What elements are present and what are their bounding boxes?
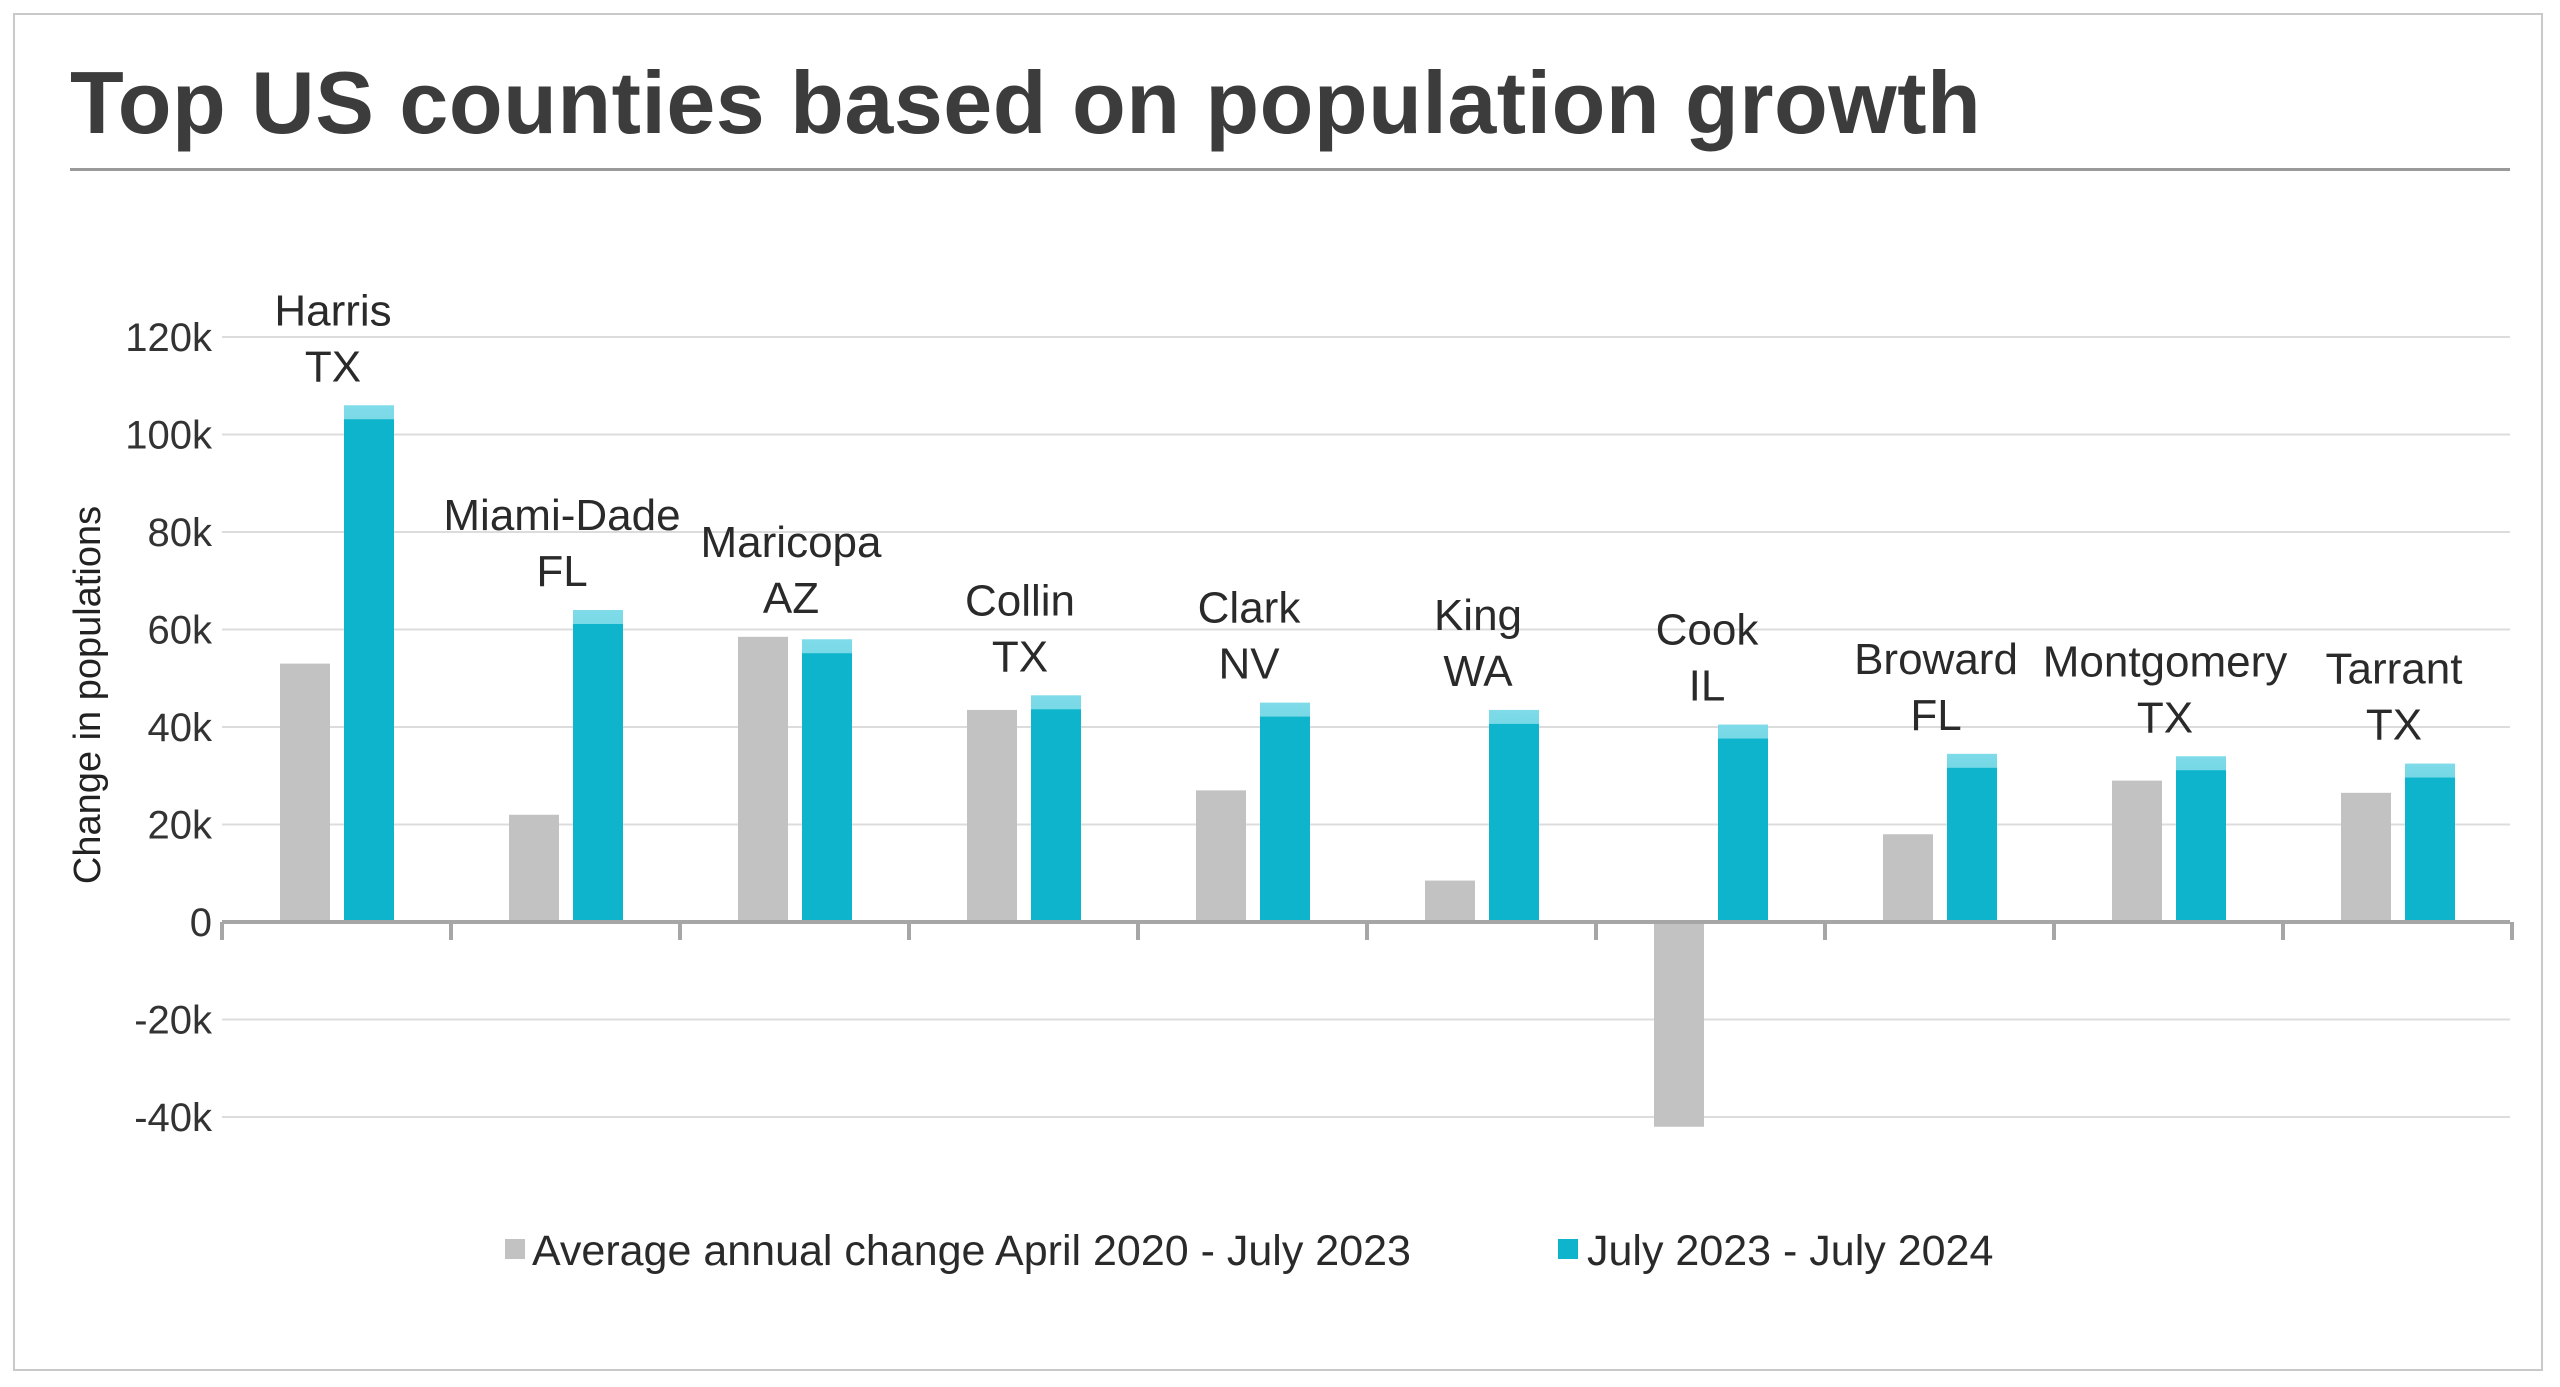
legend-swatch-july-2023-2024: [1558, 1239, 1578, 1259]
county-state-label: TX: [305, 342, 361, 391]
county-name-label: Montgomery: [2043, 637, 2288, 686]
y-axis-ticks: 120k 100k 80k 60k 40k 20k 0 -20k -40k: [125, 316, 213, 1140]
y-tick-label: -20k: [134, 999, 213, 1043]
bars: [280, 405, 2455, 1127]
county-state-label: FL: [1910, 691, 1961, 740]
county-name-label: Harris: [274, 286, 391, 335]
y-tick-label: 120k: [125, 316, 213, 360]
title-divider: [70, 168, 2510, 171]
bar-july-2023-2024-body: [802, 653, 852, 922]
bar-july-2023-2024-body: [1031, 709, 1081, 922]
y-tick-label: -40k: [134, 1096, 213, 1140]
bar-july-2023-2024-body: [1947, 767, 1997, 922]
x-axis: [220, 920, 2514, 940]
bar-average-annual-change: [1654, 922, 1704, 1127]
county-name-label: Broward: [1854, 635, 2018, 684]
county-state-label: IL: [1689, 662, 1726, 711]
chart-frame: [13, 13, 2543, 1371]
bar-average-annual-change: [967, 709, 1017, 922]
bar-july-2023-2024-body: [1489, 723, 1539, 922]
bar-average-annual-change: [280, 663, 330, 922]
bar-average-annual-change: [1883, 834, 1933, 922]
bar-average-annual-change: [509, 814, 559, 922]
county-name-label: Cook: [1656, 606, 1760, 655]
county-name-label: King: [1434, 591, 1522, 640]
county-state-label: NV: [1218, 640, 1280, 689]
county-name-label: Miami-Dade: [443, 491, 680, 540]
bar-average-annual-change: [2341, 792, 2391, 922]
bar-average-annual-change: [1425, 880, 1475, 922]
county-state-label: WA: [1443, 647, 1513, 696]
legend-label-july-2023-2024: July 2023 - July 2024: [1587, 1227, 1993, 1275]
county-name-label: Collin: [965, 576, 1075, 625]
y-tick-label: 20k: [148, 804, 213, 848]
bar-july-2023-2024-body: [573, 624, 623, 922]
chart-title: Top US counties based on population grow…: [70, 53, 1982, 152]
county-state-label: FL: [536, 547, 587, 596]
county-name-label: Clark: [1198, 584, 1302, 633]
county-state-label: TX: [2137, 693, 2193, 742]
y-axis-title: Change in populations: [67, 506, 109, 884]
y-tick-label: 80k: [148, 511, 213, 555]
bar-july-2023-2024-body: [2176, 770, 2226, 922]
county-state-label: TX: [992, 632, 1048, 681]
y-tick-label: 60k: [148, 609, 213, 653]
bar-july-2023-2024-body: [344, 419, 394, 922]
legend: Average annual change April 2020 - July …: [505, 1227, 1993, 1275]
county-labels: Harris TX Miami-Dade FL Maricopa AZ Collin TX Cl…: [274, 286, 2462, 749]
bar-average-annual-change: [1196, 790, 1246, 922]
county-name-label: Maricopa: [701, 518, 882, 567]
bar-average-annual-change: [2112, 780, 2162, 922]
y-tick-label: 40k: [148, 706, 213, 750]
legend-label-average-annual: Average annual change April 2020 - July …: [532, 1227, 1411, 1275]
bar-july-2023-2024-body: [1260, 716, 1310, 922]
bar-average-annual-change: [738, 636, 788, 922]
county-state-label: TX: [2366, 701, 2422, 750]
bar-july-2023-2024-body: [2405, 777, 2455, 922]
county-name-label: Tarrant: [2326, 645, 2463, 694]
legend-swatch-average-annual: [505, 1239, 525, 1259]
y-tick-label: 100k: [125, 414, 213, 458]
y-tick-label: 0: [190, 901, 212, 945]
bar-july-2023-2024-body: [1718, 738, 1768, 922]
county-state-label: AZ: [763, 574, 819, 623]
